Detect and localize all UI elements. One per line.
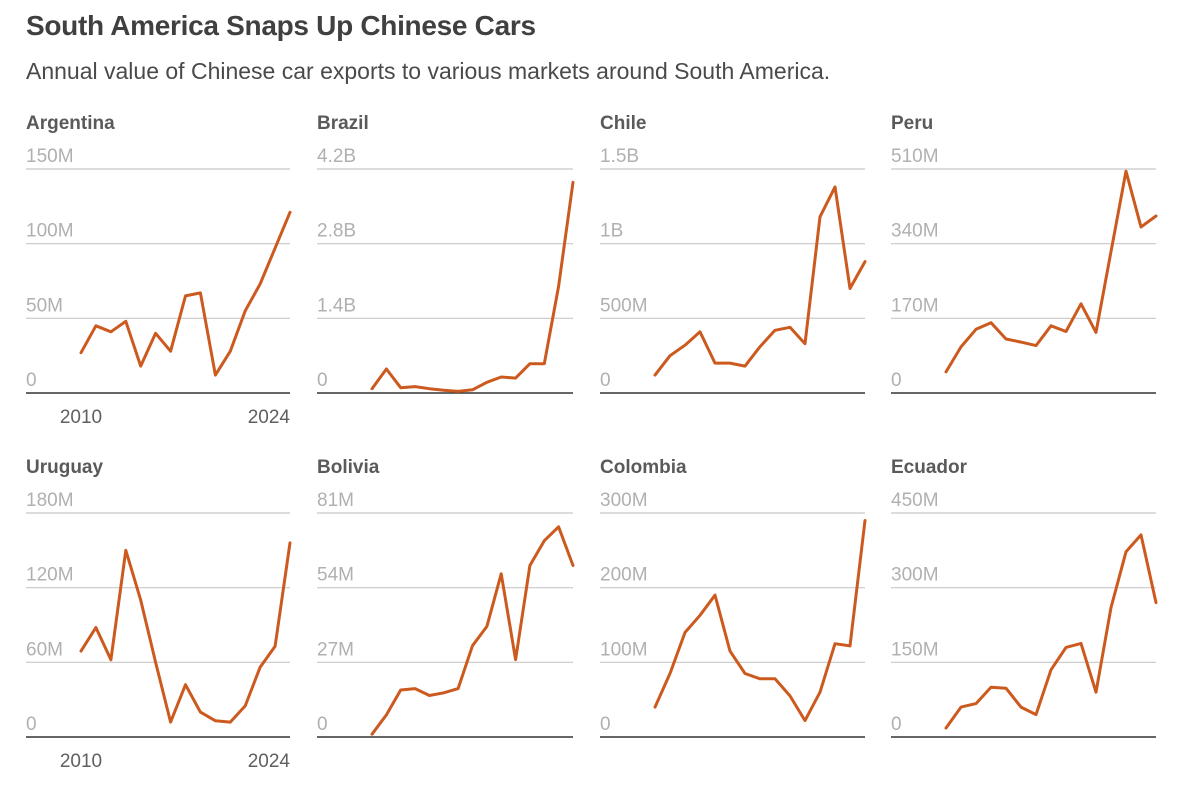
panel-title-colombia: Colombia	[600, 457, 687, 478]
y-tick-label: 0	[26, 714, 37, 735]
series-line-argentina	[79, 210, 292, 377]
y-tick-label: 150M	[891, 639, 939, 660]
y-tick-label: 81M	[317, 490, 354, 511]
y-tick-label: 0	[891, 370, 902, 391]
series-line-ecuador	[944, 533, 1158, 730]
series-line-colombia	[653, 519, 867, 723]
y-tick-label: 120M	[26, 565, 74, 586]
series-line-peru	[944, 169, 1158, 374]
y-tick-label: 1.4B	[317, 295, 356, 316]
y-tick-label: 170M	[891, 295, 939, 316]
y-tick-label: 0	[600, 714, 611, 735]
y-tick-label: 50M	[26, 295, 63, 316]
y-tick-label: 200M	[600, 565, 648, 586]
y-tick-label: 1.5B	[600, 146, 639, 167]
page-subtitle: Annual value of Chinese car exports to v…	[26, 58, 831, 84]
panel-chile: Chile 0 500M 1B 1.5B	[600, 113, 867, 394]
y-tick-label: 0	[317, 714, 328, 735]
panel-bolivia: Bolivia 0 27M 54M 81M	[317, 457, 575, 738]
y-tick-label: 0	[891, 714, 902, 735]
y-tick-label: 0	[600, 370, 611, 391]
x-tick-label: 2010	[60, 751, 102, 772]
panel-title-brazil: Brazil	[317, 113, 369, 134]
x-tick-label: 2024	[248, 751, 291, 772]
panel-title-bolivia: Bolivia	[317, 457, 380, 478]
panel-argentina: Argentina 0 50M 100M 150M 2010 2024	[26, 113, 292, 428]
panel-colombia: Colombia 0 100M 200M 300M	[600, 457, 867, 738]
y-tick-label: 0	[26, 370, 37, 391]
y-tick-label: 340M	[891, 221, 939, 242]
series-line-bolivia	[370, 525, 575, 736]
panel-title-chile: Chile	[600, 113, 646, 134]
y-tick-label: 0	[317, 370, 328, 391]
y-tick-label: 54M	[317, 565, 354, 586]
y-tick-label: 300M	[600, 490, 648, 511]
y-tick-label: 150M	[26, 146, 74, 167]
y-tick-label: 510M	[891, 146, 939, 167]
y-tick-label: 1B	[600, 221, 623, 242]
y-tick-label: 180M	[26, 490, 74, 511]
panel-ecuador: Ecuador 0 150M 300M 450M	[891, 457, 1158, 738]
panel-title-uruguay: Uruguay	[26, 457, 104, 478]
panel-title-argentina: Argentina	[26, 113, 115, 134]
y-tick-label: 100M	[26, 221, 74, 242]
y-tick-label: 450M	[891, 490, 939, 511]
panel-peru: Peru 0 170M 340M 510M	[891, 113, 1158, 394]
y-tick-label: 100M	[600, 639, 648, 660]
y-tick-label: 500M	[600, 295, 648, 316]
series-line-uruguay	[79, 541, 292, 724]
x-tick-label: 2024	[248, 407, 291, 428]
x-tick-label: 2010	[60, 407, 102, 428]
panel-title-ecuador: Ecuador	[891, 457, 968, 478]
page-title: South America Snaps Up Chinese Cars	[26, 10, 536, 41]
y-tick-label: 27M	[317, 639, 354, 660]
y-tick-label: 4.2B	[317, 146, 356, 167]
series-line-brazil	[370, 180, 575, 393]
panel-title-peru: Peru	[891, 113, 933, 134]
panel-brazil: Brazil 0 1.4B 2.8B 4.2B	[317, 113, 575, 394]
y-tick-label: 2.8B	[317, 221, 356, 242]
y-tick-label: 60M	[26, 639, 63, 660]
series-line-chile	[653, 185, 867, 377]
y-tick-label: 300M	[891, 565, 939, 586]
panel-uruguay: Uruguay 0 60M 120M 180M 2010 2024	[26, 457, 292, 772]
